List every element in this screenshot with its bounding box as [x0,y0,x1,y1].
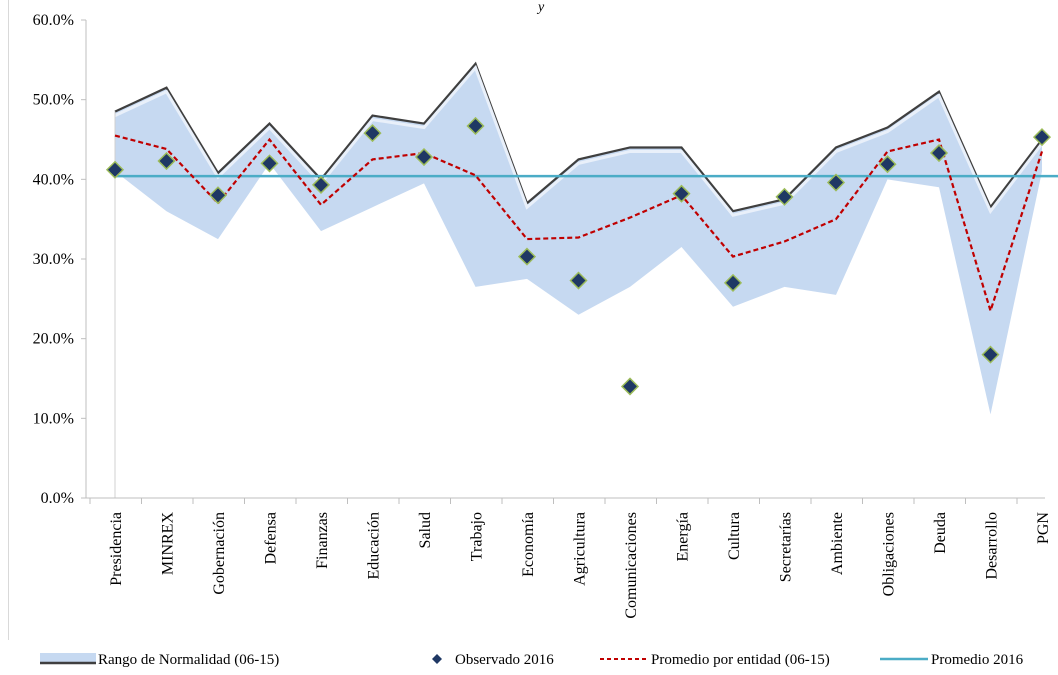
x-category-label: Trabajo [469,512,486,561]
x-category-label: Obligaciones [881,512,898,596]
legend-avg-2016-label: Promedio 2016 [931,652,1024,668]
legend: Rango de Normalidad (06-15) Observado 201… [40,652,1024,668]
range-upper-edge [114,61,1043,213]
x-category-label: Deuda [932,512,949,554]
x-category-label: Desarrollo [984,512,1001,580]
observed-point [414,147,434,167]
observed-point [723,273,743,292]
x-category-label: Educación [366,512,383,580]
observed-point [157,151,176,171]
observed-point [929,143,949,163]
y-tick-label: 10.0% [33,410,74,427]
observed-point [878,155,897,174]
y-tick-label: 60.0% [33,12,74,29]
observed-point [826,173,846,192]
observed-point [517,247,537,266]
observed-point [981,345,1000,364]
legend-range-label: Rango de Normalidad (06-15) [98,652,279,668]
y-tick-label: 40.0% [33,171,74,188]
range-band [114,61,1044,498]
x-category-label: Ambiente [829,512,846,575]
avg-entity-line-path [114,134,1044,315]
x-category-label: Gobernación [211,512,228,595]
observed-point [1032,128,1052,147]
observed-point [260,154,279,173]
observed-point [569,271,588,290]
x-tick-labels: Presidencia MINREX Gobernación Defensa Finan… [108,512,1052,619]
y-tick-label: 30.0% [33,251,74,268]
y-tick-labels: 0.0% 10.0% 20.0% 30.0% 40.0% 50.0% 60.0% [33,12,74,507]
legend-range-swatch [40,653,96,663]
legend-observed-marker [432,654,442,664]
observed-point [672,184,691,203]
x-category-label: PGN [1035,512,1052,544]
y-tick-label: 50.0% [33,92,74,109]
x-category-label: Presidencia [108,512,125,586]
observed-point [620,377,640,396]
x-category-label: Agricultura [572,512,589,586]
x-category-label: Finanzas [314,512,331,569]
header-fragment: y [538,0,545,15]
x-category-label: Cultura [726,512,743,560]
observed-point [208,186,228,205]
legend-avg-entity-label: Promedio por entidad (06-15) [651,652,830,668]
x-category-label: Defensa [263,512,280,564]
observed-point [775,187,794,206]
x-category-label: MINREX [160,512,177,576]
observed-point [363,124,382,143]
avg-entity-line [114,134,1044,315]
x-category-label: Economía [520,512,537,577]
x-category-label: Energía [675,512,692,561]
y-tick-label: 20.0% [33,331,74,348]
y-tick-label: 0.0% [41,490,74,507]
x-category-label: Comunicaciones [623,512,640,619]
x-category-label: Secretarías [778,512,795,582]
axes [81,19,1045,504]
legend-observed-label: Observado 2016 [455,652,554,668]
observed-points [105,116,1052,396]
range-upper-highlight [114,64,1044,217]
left-border [8,0,9,640]
observed-point [466,116,485,136]
observed-point [311,175,331,194]
x-category-label: Salud [417,512,434,548]
observed-point [105,160,125,179]
